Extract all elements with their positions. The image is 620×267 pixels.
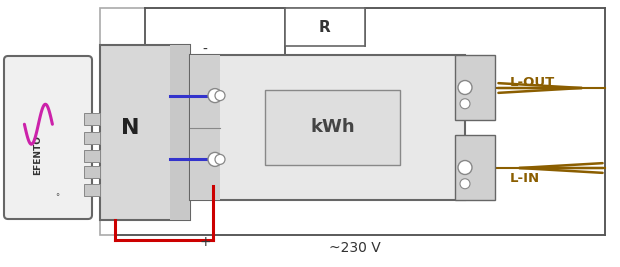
Circle shape (208, 89, 222, 103)
Text: R: R (319, 19, 331, 34)
Bar (285, 8, 365, 46)
Bar (455, 135, 495, 200)
Circle shape (208, 152, 222, 166)
Bar (84, 132, 100, 143)
Circle shape (460, 99, 470, 109)
Circle shape (215, 91, 225, 101)
Text: kWh: kWh (310, 119, 355, 136)
Bar (84, 166, 100, 178)
Bar (100, 45, 190, 220)
Circle shape (460, 179, 470, 189)
FancyBboxPatch shape (4, 56, 92, 219)
Bar (84, 150, 100, 162)
Bar (190, 55, 465, 200)
Bar (170, 45, 190, 220)
Text: L-IN: L-IN (510, 171, 540, 184)
Text: °: ° (55, 194, 59, 202)
Text: -: - (203, 43, 208, 57)
Bar (100, 8, 605, 235)
Circle shape (458, 80, 472, 95)
Circle shape (458, 160, 472, 175)
Circle shape (215, 154, 225, 164)
Text: L-OUT: L-OUT (510, 76, 556, 88)
Text: EFENTO: EFENTO (33, 135, 43, 175)
Text: N: N (121, 118, 140, 138)
Bar (84, 184, 100, 196)
Bar (84, 113, 100, 125)
Bar (265, 90, 400, 165)
Bar (190, 55, 220, 200)
Bar (455, 55, 495, 120)
Text: +: + (199, 235, 211, 249)
Text: ~230 V: ~230 V (329, 241, 381, 255)
